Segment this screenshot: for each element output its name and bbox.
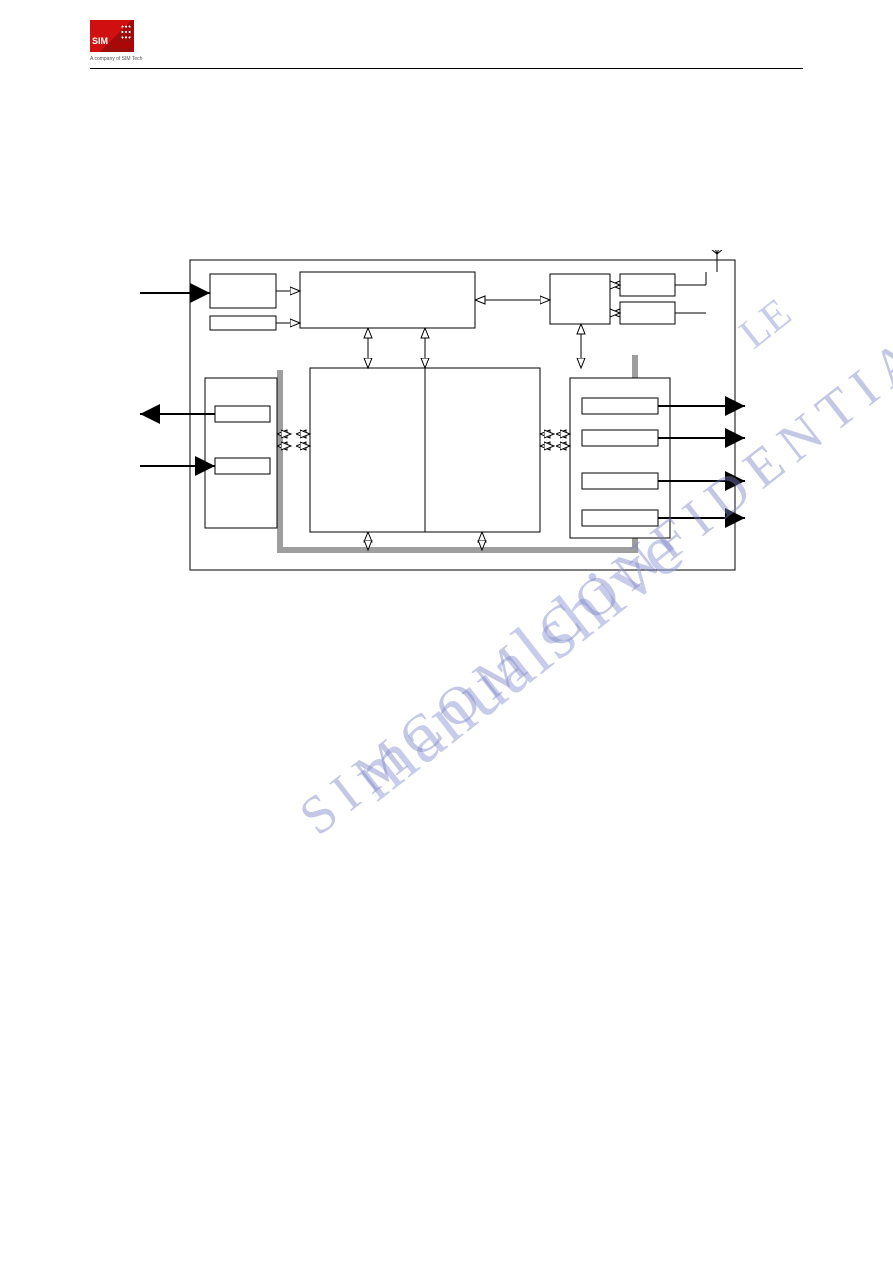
block-r1 xyxy=(582,398,658,414)
block-match xyxy=(620,302,675,324)
block-r3 xyxy=(582,473,658,489)
block-pwr-mgmt xyxy=(210,274,276,308)
block-l1 xyxy=(215,406,270,422)
block-rf xyxy=(550,274,610,324)
block-main-a xyxy=(310,368,425,532)
block-l2 xyxy=(215,458,270,474)
block-pwr-key xyxy=(210,316,276,330)
logo-text-sim: SIM xyxy=(92,36,108,46)
logo-text-com: Com xyxy=(112,40,134,51)
block-pa xyxy=(620,274,675,296)
block-baseband xyxy=(300,272,475,328)
block-r2 xyxy=(582,430,658,446)
simcom-logo: SIM Com A company of SIM Tech xyxy=(90,20,142,62)
page: SIM Com A company of SIM Tech xyxy=(0,0,893,1263)
block-left-group xyxy=(205,378,277,528)
block-diagram xyxy=(130,250,750,580)
page-header: SIM Com A company of SIM Tech xyxy=(90,20,803,69)
block-main-b xyxy=(425,368,540,532)
block-r4 xyxy=(582,510,658,526)
logo-tagline: A company of SIM Tech xyxy=(90,56,142,62)
